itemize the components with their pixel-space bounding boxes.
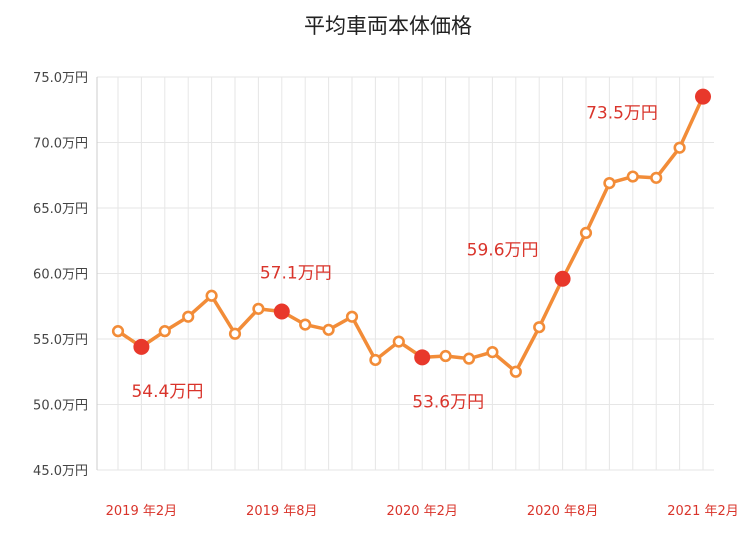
data-label: 53.6万円 xyxy=(412,392,484,412)
data-point xyxy=(252,302,265,315)
y-axis: 75.0万円 70.0万円 65.0万円 60.0万円 55.0万円 50.0万円 45.0… xyxy=(33,71,98,479)
data-point xyxy=(509,365,522,378)
highlight-point xyxy=(695,88,711,105)
x-axis: 2019 年2月 2019 年8月 2020 年2月 2020 年8月 2021 年2月 xyxy=(106,504,739,519)
data-point xyxy=(392,335,405,348)
data-point xyxy=(182,310,195,323)
highlight-point xyxy=(273,303,290,320)
grid xyxy=(97,76,714,471)
data-point xyxy=(579,226,593,239)
series-polyline xyxy=(116,94,705,374)
y-tick-label: 60.0万円 xyxy=(33,268,88,283)
chart-title: 平均車両本体価格 xyxy=(304,14,472,38)
y-tick-label: 50.0万円 xyxy=(33,399,88,414)
x-tick-label: 2020 年2月 xyxy=(386,504,458,519)
data-point xyxy=(673,141,686,154)
x-tick-label: 2021 年2月 xyxy=(667,504,739,519)
data-point xyxy=(205,289,218,302)
data-label: 59.6万円 xyxy=(467,241,539,261)
data-point xyxy=(322,323,335,336)
x-tick-label: 2020 年8月 xyxy=(527,504,599,519)
highlight-point xyxy=(414,349,431,366)
data-point xyxy=(345,310,359,323)
data-label: 73.5万円 xyxy=(586,104,658,124)
data-point xyxy=(486,346,499,359)
data-labels: 54.4万円 57.1万円 53.6万円 59.6万円 73.5万円 xyxy=(131,104,657,413)
data-point xyxy=(111,325,125,338)
x-tick-label: 2019 年2月 xyxy=(106,504,178,519)
series-line xyxy=(116,94,705,374)
highlight-point xyxy=(133,338,150,355)
y-tick-label: 70.0万円 xyxy=(33,137,88,152)
data-point xyxy=(369,353,382,367)
y-tick-label: 45.0万円 xyxy=(33,464,88,479)
y-tick-label: 75.0万円 xyxy=(33,71,88,86)
data-point xyxy=(228,327,242,340)
y-tick-label: 65.0万円 xyxy=(33,202,88,217)
data-point xyxy=(650,171,663,184)
data-points xyxy=(111,88,711,378)
data-point xyxy=(299,318,312,331)
data-point xyxy=(603,177,616,190)
data-point xyxy=(439,349,452,363)
data-point xyxy=(158,325,171,338)
x-tick-label: 2019 年8月 xyxy=(246,504,318,519)
data-point xyxy=(626,170,639,183)
data-point xyxy=(462,352,476,365)
data-label: 54.4万円 xyxy=(131,382,203,402)
data-point xyxy=(533,321,546,334)
highlight-point xyxy=(554,270,571,287)
data-label: 57.1万円 xyxy=(260,263,332,283)
y-tick-label: 55.0万円 xyxy=(33,333,88,348)
